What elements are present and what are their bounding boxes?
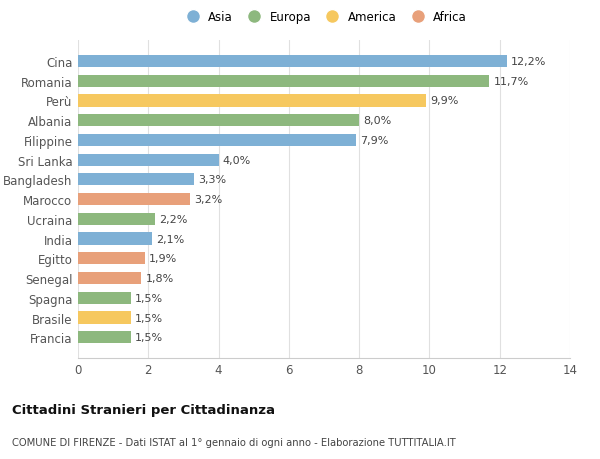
Text: Cittadini Stranieri per Cittadinanza: Cittadini Stranieri per Cittadinanza (12, 403, 275, 416)
Bar (78, 252, 145, 265)
Bar (78, 331, 131, 344)
Bar (78, 272, 141, 285)
Bar (78, 134, 356, 147)
Text: 12,2%: 12,2% (511, 57, 547, 67)
Text: 1,8%: 1,8% (145, 274, 174, 283)
Bar (78, 194, 190, 206)
Text: COMUNE DI FIRENZE - Dati ISTAT al 1° gennaio di ogni anno - Elaborazione TUTTITA: COMUNE DI FIRENZE - Dati ISTAT al 1° gen… (12, 437, 456, 447)
Bar (78, 312, 131, 324)
Text: 1,9%: 1,9% (149, 254, 177, 264)
Text: 2,2%: 2,2% (160, 214, 188, 224)
Bar (78, 154, 218, 166)
Bar (78, 95, 426, 107)
Text: 1,5%: 1,5% (135, 313, 163, 323)
Legend: Asia, Europa, America, Africa: Asia, Europa, America, Africa (176, 6, 472, 28)
Bar (78, 56, 507, 68)
Text: 1,5%: 1,5% (135, 293, 163, 303)
Text: 1,5%: 1,5% (135, 332, 163, 342)
Bar (78, 213, 155, 225)
Text: 9,9%: 9,9% (430, 96, 458, 106)
Text: 3,3%: 3,3% (198, 175, 226, 185)
Bar (78, 75, 489, 88)
Bar (78, 115, 359, 127)
Bar (78, 174, 194, 186)
Text: 11,7%: 11,7% (493, 77, 529, 86)
Text: 4,0%: 4,0% (223, 155, 251, 165)
Text: 2,1%: 2,1% (156, 234, 184, 244)
Bar (78, 233, 152, 245)
Text: 3,2%: 3,2% (194, 195, 223, 205)
Text: 7,9%: 7,9% (360, 135, 388, 146)
Bar (78, 292, 131, 304)
Text: 8,0%: 8,0% (364, 116, 392, 126)
